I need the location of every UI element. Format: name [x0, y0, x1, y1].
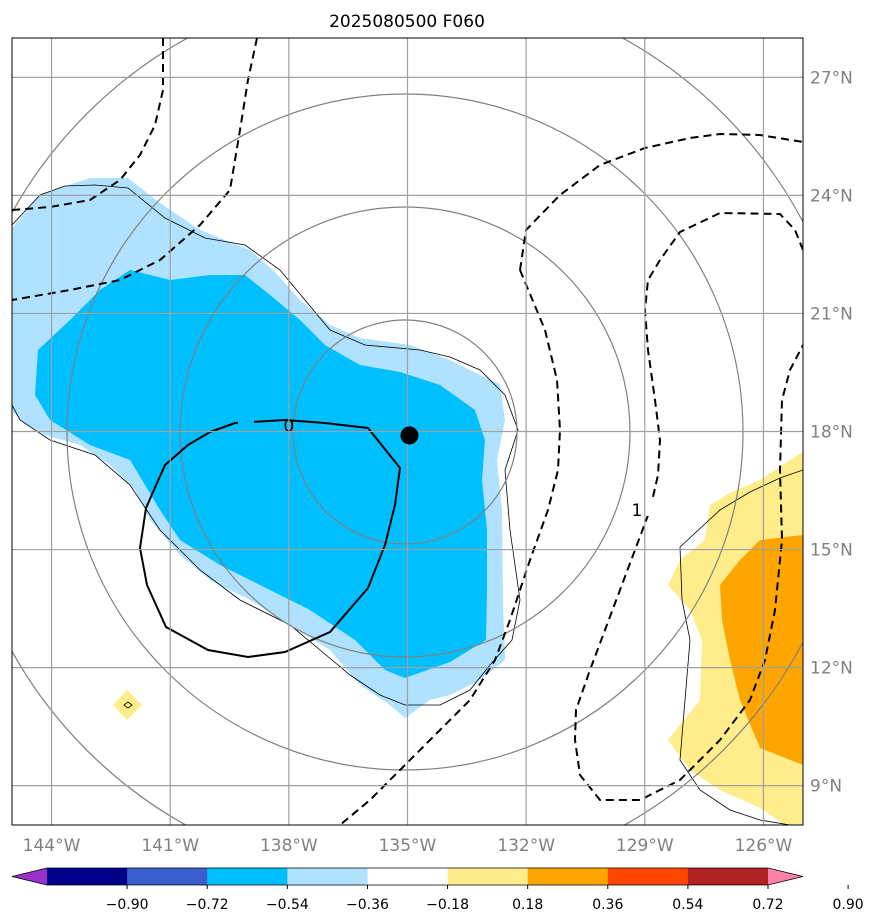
colorbar-tick-label: 0.72	[752, 897, 783, 913]
colorbar	[11, 867, 804, 886]
longitude-label: 138°W	[260, 836, 318, 856]
colorbar-extend-low	[12, 868, 47, 885]
colorbar-tick-label: 0.90	[833, 897, 864, 913]
longitude-label: 132°W	[497, 836, 555, 856]
colorbar-tick-label: 0.18	[512, 897, 543, 913]
gridlines	[12, 38, 803, 825]
dashed-contour-west-b	[12, 38, 258, 301]
map-title: 2025080500 F060	[329, 12, 485, 32]
longitude-labels: 144°W 141°W 138°W 135°W 132°W 129°W 126°W	[23, 836, 793, 856]
colorbar-segment	[687, 868, 769, 885]
latitude-label: 27°N	[810, 68, 853, 88]
colorbar-segment	[447, 868, 529, 885]
colorbar-tick-label: 0.54	[672, 897, 703, 913]
latitude-labels: 9°N 12°N 15°N 18°N 21°N 24°N 27°N	[810, 68, 853, 796]
colorbar-labels: −0.90 −0.72 −0.54 −0.36 −0.18 0.18 0.36 0.54 0.7…	[106, 885, 864, 913]
colorbar-tick-label: −0.36	[346, 897, 389, 913]
latitude-label: 24°N	[810, 186, 853, 206]
shaded-sky-blue-region	[35, 270, 487, 678]
map-frame	[11, 37, 804, 826]
colorbar-tick-label: −0.72	[186, 897, 229, 913]
latitude-label: 9°N	[810, 777, 842, 797]
small-diamond-contour	[123, 701, 133, 709]
colorbar-segment	[47, 868, 128, 885]
colorbar-segment	[207, 868, 288, 885]
zero-contour	[138, 418, 402, 659]
map-area: 0 1	[12, 38, 803, 825]
longitude-label: 126°W	[735, 836, 793, 856]
colorbar-extend-high	[768, 868, 803, 885]
colorbar-tick-label: −0.18	[426, 897, 469, 913]
colorbar-segment	[127, 868, 208, 885]
thin-contour-east	[679, 469, 803, 825]
storm-center-marker	[400, 426, 419, 445]
thin-contour	[12, 184, 521, 706]
shaded-orange-region	[720, 535, 803, 765]
latitude-label: 18°N	[810, 423, 853, 443]
latitude-label: 15°N	[810, 541, 853, 561]
contour-label-bg	[238, 410, 254, 430]
longitude-label: 144°W	[23, 836, 81, 856]
shaded-yellow-small	[113, 690, 142, 720]
contour-label-one: 1	[631, 501, 642, 521]
colorbar-outline	[11, 867, 804, 886]
longitude-label: 135°W	[379, 836, 437, 856]
colorbar-tick-label: −0.90	[106, 897, 149, 913]
colorbar-segment	[367, 868, 449, 885]
colorbar-segment	[607, 868, 689, 885]
colorbar-tick-label: 0.36	[592, 897, 623, 913]
colorbar-segment	[527, 868, 609, 885]
longitude-label: 141°W	[141, 836, 199, 856]
colorbar-segment	[287, 868, 368, 885]
dashed-contour-east	[573, 211, 803, 801]
latitude-label: 12°N	[810, 659, 853, 679]
dashed-contour-west-a	[12, 38, 164, 211]
contour-label-bg	[645, 498, 659, 516]
latitude-label: 21°N	[810, 304, 853, 324]
longitude-label: 129°W	[616, 836, 674, 856]
colorbar-tick-label: −0.54	[266, 897, 309, 913]
